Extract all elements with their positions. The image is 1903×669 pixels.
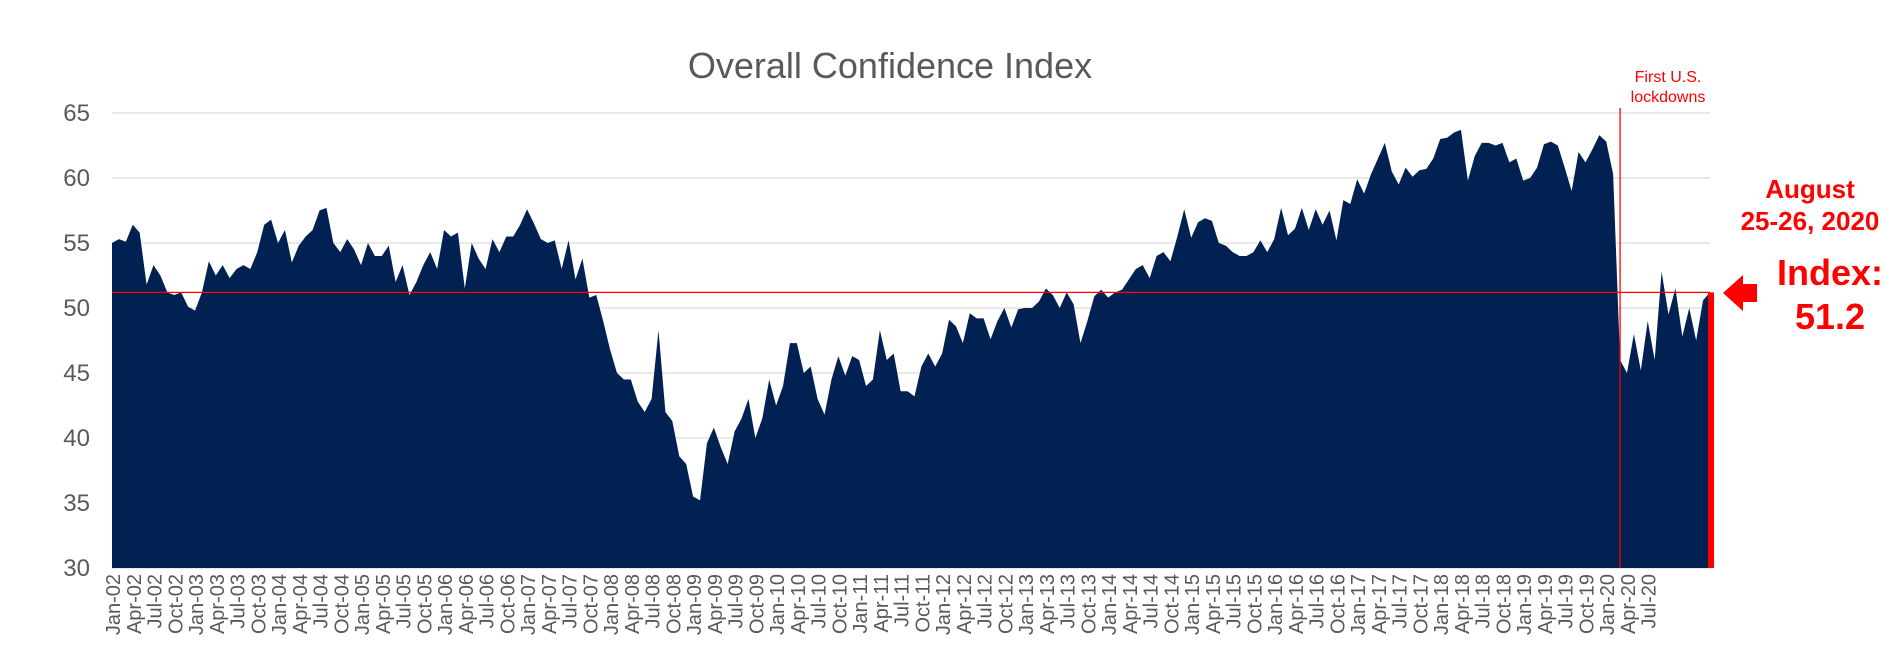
x-tick-label: Apr-20 bbox=[1618, 574, 1640, 634]
x-tick-label: Jul-07 bbox=[560, 574, 582, 628]
x-tick-label: Jan-17 bbox=[1348, 574, 1370, 635]
x-tick-label: Apr-11 bbox=[871, 574, 893, 633]
x-tick-label: Jul-15 bbox=[1224, 574, 1246, 628]
x-tick-label: Oct-04 bbox=[331, 574, 353, 634]
x-tick-label: Jan-13 bbox=[1016, 574, 1038, 635]
x-tick-label: Apr-09 bbox=[705, 574, 727, 634]
annotation-index-label: Index: bbox=[1776, 252, 1883, 293]
x-tick-label: Jan-11 bbox=[850, 574, 872, 634]
x-tick-label: Apr-15 bbox=[1203, 574, 1225, 634]
x-tick-label: Oct-02 bbox=[165, 574, 187, 634]
x-tick-label: Jan-05 bbox=[352, 574, 374, 635]
x-tick-label: Oct-08 bbox=[663, 574, 685, 634]
x-axis-tick-labels: Jan-02Apr-02Jul-02Oct-02Jan-03Apr-03Jul-… bbox=[103, 574, 1661, 635]
x-tick-label: Apr-08 bbox=[622, 574, 644, 634]
x-tick-label: Apr-18 bbox=[1452, 574, 1474, 634]
x-tick-label: Jan-02 bbox=[103, 574, 125, 635]
x-tick-label: Oct-03 bbox=[248, 574, 270, 634]
x-tick-label: Apr-13 bbox=[1037, 574, 1059, 634]
x-tick-label: Jan-09 bbox=[684, 574, 706, 635]
y-tick-label: 60 bbox=[63, 165, 90, 192]
x-tick-label: Apr-19 bbox=[1535, 574, 1557, 634]
x-tick-label: Jul-08 bbox=[643, 574, 665, 628]
lockdown-label-line1: First U.S. bbox=[1635, 69, 1702, 86]
x-tick-label: Jul-02 bbox=[145, 574, 167, 628]
y-tick-label: 30 bbox=[63, 555, 90, 582]
x-tick-label: Oct-17 bbox=[1411, 574, 1433, 634]
x-tick-label: Jan-14 bbox=[1099, 574, 1121, 635]
x-tick-label: Jan-08 bbox=[601, 574, 623, 635]
x-tick-label: Jul-13 bbox=[1058, 574, 1080, 628]
y-axis-tick-labels: 30 35 40 45 50 55 60 65 bbox=[63, 100, 90, 582]
x-tick-label: Oct-06 bbox=[497, 574, 519, 634]
x-tick-label: Jan-10 bbox=[767, 574, 789, 635]
x-tick-label: Jan-06 bbox=[435, 574, 457, 635]
chart-title: Overall Confidence Index bbox=[688, 45, 1092, 86]
x-tick-label: Jan-18 bbox=[1431, 574, 1453, 635]
x-tick-label: Oct-09 bbox=[746, 574, 768, 634]
x-tick-label: Oct-16 bbox=[1327, 574, 1349, 634]
x-tick-label: Oct-11 bbox=[912, 574, 934, 633]
x-tick-label: Oct-15 bbox=[1244, 574, 1266, 634]
x-tick-label: Oct-18 bbox=[1494, 574, 1516, 634]
x-tick-label: Jul-19 bbox=[1556, 574, 1578, 628]
x-tick-label: Oct-19 bbox=[1577, 574, 1599, 634]
x-tick-label: Apr-12 bbox=[954, 574, 976, 634]
x-tick-label: Jan-03 bbox=[186, 574, 208, 635]
x-tick-label: Jan-07 bbox=[518, 574, 540, 635]
x-tick-label: Jul-10 bbox=[809, 574, 831, 628]
x-tick-label: Jan-16 bbox=[1265, 574, 1287, 635]
y-tick-label: 40 bbox=[63, 425, 90, 452]
x-tick-label: Jul-18 bbox=[1473, 574, 1495, 628]
x-tick-label: Jul-14 bbox=[1141, 574, 1163, 628]
y-tick-label: 35 bbox=[63, 490, 90, 517]
lockdown-label-line2: lockdowns bbox=[1631, 89, 1706, 106]
x-tick-label: Apr-02 bbox=[124, 574, 146, 634]
x-tick-label: Jan-15 bbox=[1182, 574, 1204, 635]
x-tick-label: Apr-05 bbox=[373, 574, 395, 634]
x-tick-label: Apr-17 bbox=[1369, 574, 1391, 634]
x-tick-label: Apr-03 bbox=[207, 574, 229, 634]
x-tick-label: Oct-07 bbox=[580, 574, 602, 634]
x-tick-label: Apr-10 bbox=[788, 574, 810, 634]
x-tick-label: Jul-06 bbox=[477, 574, 499, 628]
x-tick-label: Oct-14 bbox=[1161, 574, 1183, 634]
x-tick-label: Jan-04 bbox=[269, 574, 291, 635]
confidence-area-series bbox=[112, 129, 1710, 568]
x-tick-label: Apr-04 bbox=[290, 574, 312, 634]
x-tick-label: Apr-07 bbox=[539, 574, 561, 634]
pointer-arrow-icon bbox=[1723, 275, 1757, 311]
y-tick-label: 45 bbox=[63, 360, 90, 387]
x-tick-label: Jul-16 bbox=[1307, 574, 1329, 628]
x-tick-label: Oct-10 bbox=[829, 574, 851, 634]
y-tick-label: 65 bbox=[63, 100, 90, 127]
x-tick-label: Jul-09 bbox=[726, 574, 748, 628]
x-tick-label: Apr-16 bbox=[1286, 574, 1308, 634]
x-tick-label: Jan-20 bbox=[1597, 574, 1619, 635]
x-tick-label: Oct-13 bbox=[1078, 574, 1100, 634]
x-tick-label: Apr-14 bbox=[1120, 574, 1142, 634]
x-tick-label: Jan-12 bbox=[933, 574, 955, 635]
y-tick-label: 50 bbox=[63, 295, 90, 322]
annotation-date-line1: August bbox=[1765, 174, 1855, 204]
x-tick-label: Jul-12 bbox=[975, 574, 997, 628]
x-tick-label: Oct-05 bbox=[414, 574, 436, 634]
x-tick-label: Jan-19 bbox=[1514, 574, 1536, 635]
x-tick-label: Oct-12 bbox=[995, 574, 1017, 634]
annotation-date-line2: 25-26, 2020 bbox=[1740, 206, 1880, 236]
annotation-index-value: 51.2 bbox=[1794, 296, 1866, 337]
x-tick-label: Jul-11 bbox=[892, 574, 914, 627]
x-tick-label: Jul-05 bbox=[394, 574, 416, 628]
x-tick-label: Jul-17 bbox=[1390, 574, 1412, 628]
x-tick-label: Jul-20 bbox=[1639, 574, 1661, 628]
x-tick-label: Jul-04 bbox=[311, 574, 333, 628]
latest-value-bar bbox=[1708, 292, 1714, 568]
x-tick-label: Apr-06 bbox=[456, 574, 478, 634]
y-tick-label: 55 bbox=[63, 230, 90, 257]
x-tick-label: Jul-03 bbox=[228, 574, 250, 628]
